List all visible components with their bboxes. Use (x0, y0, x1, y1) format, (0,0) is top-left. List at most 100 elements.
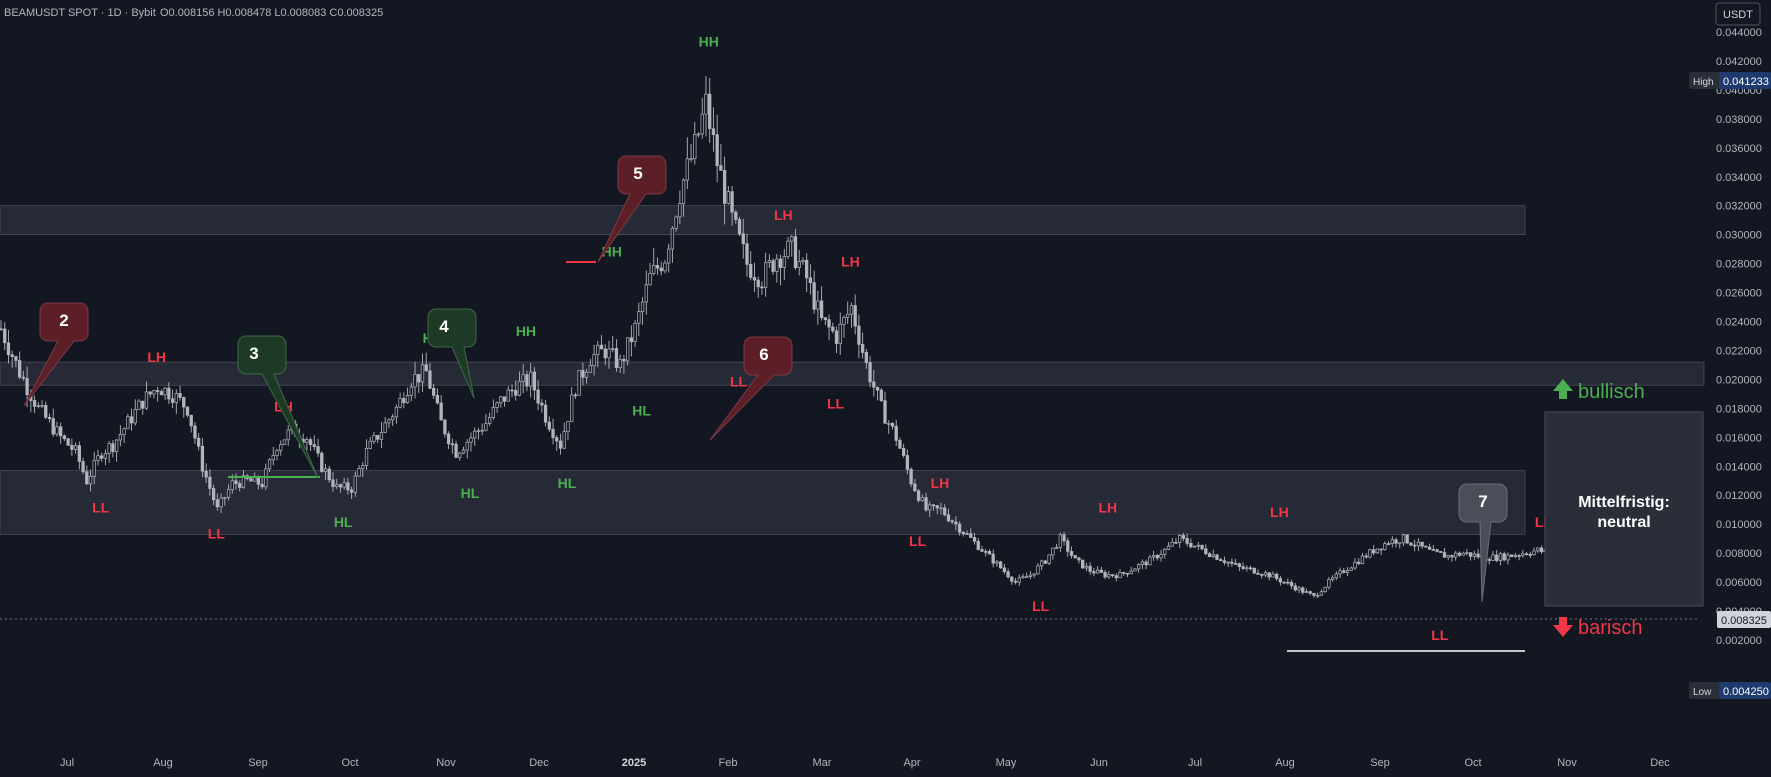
candle (1536, 547, 1540, 553)
candle (875, 386, 880, 401)
candle (1323, 586, 1327, 593)
candle (1301, 586, 1305, 595)
candle (853, 294, 857, 335)
x-tick-label: Jul (60, 757, 74, 769)
candle (1241, 562, 1245, 571)
y-tick-label: 0.002000 (1716, 635, 1762, 647)
candle (1319, 589, 1324, 596)
candle (510, 384, 514, 398)
sentiment-line2: neutral (1597, 514, 1650, 531)
candle (55, 421, 59, 437)
swing-label-hl: HL (461, 485, 480, 501)
candle (745, 233, 749, 277)
candle (1002, 564, 1007, 575)
candle (659, 261, 663, 276)
candle (905, 449, 910, 475)
candle (1099, 566, 1104, 574)
candle (827, 314, 831, 341)
y-axis[interactable]: 0.0440000.0420000.0400000.0380000.036000… (1716, 27, 1762, 647)
callout-7: 7 (1458, 483, 1508, 603)
candle (1204, 544, 1208, 556)
x-tick-label: Dec (529, 757, 549, 769)
candle (1092, 567, 1096, 577)
candle (1260, 573, 1264, 579)
candle (88, 469, 93, 492)
swing-label-hl: HL (632, 403, 651, 419)
candle (1304, 588, 1309, 593)
candle (529, 363, 533, 398)
candle (573, 392, 578, 399)
candle (148, 391, 152, 398)
candle (1263, 570, 1268, 578)
candle (883, 391, 887, 424)
candle (458, 451, 462, 461)
candle (1189, 538, 1193, 549)
x-tick-label: Oct (1464, 757, 1481, 769)
candle (864, 348, 869, 369)
candle (570, 387, 574, 422)
candle (536, 380, 540, 411)
candle (1416, 537, 1421, 551)
ohlc-values: O0.008156 H0.008478 L0.008083 C0.008325 (160, 7, 383, 19)
candle (413, 361, 417, 399)
candle (607, 340, 611, 369)
candle (819, 286, 824, 321)
candle (495, 401, 499, 413)
x-tick-label: Jun (1090, 757, 1108, 769)
currency-button-label: USDT (1723, 9, 1753, 21)
candle (1178, 534, 1182, 548)
candle (1040, 559, 1044, 571)
candle (47, 413, 52, 423)
callout-2: 2 (23, 302, 89, 407)
candle (353, 471, 357, 497)
candle (491, 399, 496, 420)
candle (577, 369, 581, 396)
candle (178, 385, 182, 401)
swing-label-ll: LL (827, 395, 845, 411)
candle (786, 237, 790, 260)
candle (3, 322, 7, 351)
x-tick-label: Aug (1275, 757, 1295, 769)
callout-3: 3 (237, 335, 319, 479)
candle (797, 249, 801, 276)
candle (409, 382, 413, 402)
candle (223, 496, 227, 506)
candle (1468, 552, 1473, 561)
candle (540, 399, 544, 413)
candle (566, 421, 570, 441)
candle (719, 143, 723, 171)
candle (860, 332, 865, 359)
candle (170, 389, 175, 409)
candle (1129, 566, 1133, 575)
candle (1405, 534, 1409, 545)
candle (678, 190, 682, 224)
candle (1375, 548, 1380, 554)
x-tick-label: Nov (1557, 757, 1577, 769)
currency-button[interactable]: USDT (1715, 2, 1761, 26)
candle (734, 210, 738, 224)
candle (1136, 563, 1141, 573)
y-tick-label: 0.038000 (1716, 114, 1762, 126)
candle (1386, 541, 1391, 546)
candle (980, 545, 984, 552)
candle (894, 419, 898, 447)
candle (1513, 552, 1518, 559)
x-axis[interactable]: Jul Aug Sep Oct Nov Dec 2025 Feb Mar Apr May Jun Jul… (60, 757, 1670, 769)
candle (693, 121, 697, 165)
candle (1424, 545, 1428, 548)
candle (1498, 551, 1503, 566)
y-tick-label: 0.030000 (1716, 230, 1762, 242)
swing-label-ll: LL (92, 500, 110, 516)
candle (44, 401, 48, 420)
candle (241, 470, 246, 489)
candle (1103, 569, 1107, 580)
candle (1200, 544, 1204, 551)
candle (279, 440, 283, 456)
candle (1151, 550, 1156, 561)
y-tick-label: 0.026000 (1716, 288, 1762, 300)
candle (1528, 551, 1532, 559)
candle (443, 418, 447, 438)
candle (1133, 567, 1137, 572)
